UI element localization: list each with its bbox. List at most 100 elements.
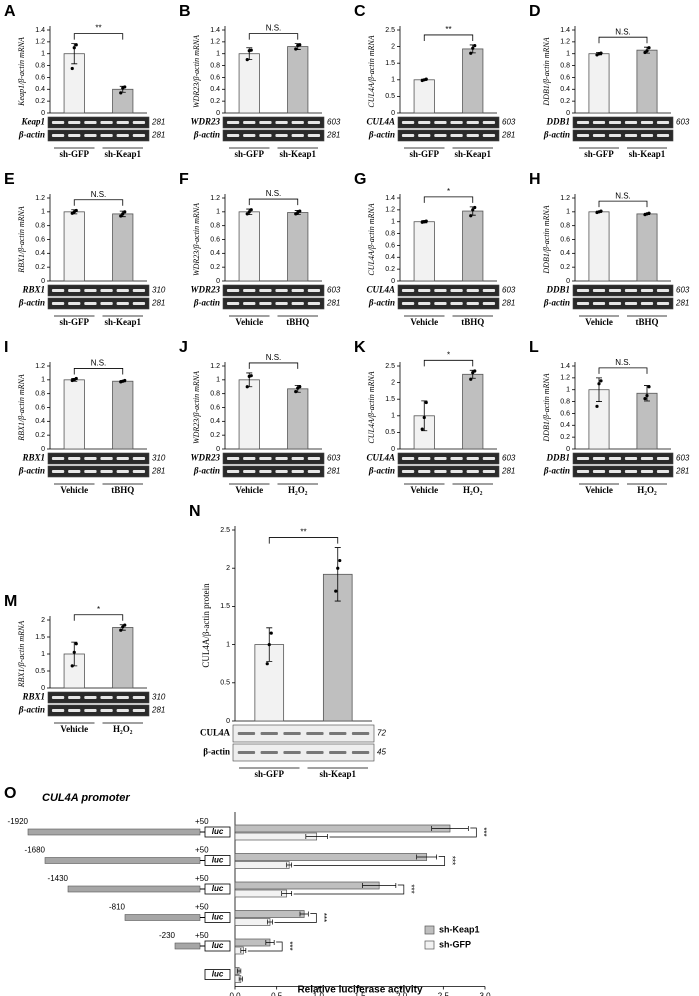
band xyxy=(226,289,240,292)
significance-label: N.S. xyxy=(615,191,631,200)
data-point xyxy=(599,379,603,383)
band xyxy=(132,289,146,292)
band xyxy=(291,289,304,292)
data-point xyxy=(72,650,76,654)
gel xyxy=(222,452,325,465)
band xyxy=(624,134,638,137)
y-tick-label: 1.5 xyxy=(385,60,395,67)
bar xyxy=(588,53,610,114)
band xyxy=(401,134,415,137)
band xyxy=(401,121,415,124)
band xyxy=(116,121,129,124)
band xyxy=(259,302,272,305)
data-point xyxy=(249,208,253,212)
band xyxy=(100,121,113,124)
significance-label: *** xyxy=(479,827,488,836)
y-tick-label: 2 xyxy=(41,617,45,624)
panel-letter: H xyxy=(529,171,541,188)
category-label: sh-GFP xyxy=(59,317,89,327)
promoter-region xyxy=(44,857,201,864)
category-label: sh-Keap1 xyxy=(104,149,141,159)
band xyxy=(116,696,129,699)
y-tick-label: 0 xyxy=(566,278,570,285)
promoter-end: +50 xyxy=(195,903,209,912)
data-point xyxy=(245,385,249,389)
error-bar xyxy=(240,948,247,953)
y-axis-label: DDB1/β-actin mRNA xyxy=(542,37,551,106)
band xyxy=(259,470,272,473)
band xyxy=(260,751,278,754)
y-tick-label: 1.4 xyxy=(560,363,570,370)
band xyxy=(466,121,479,124)
significance-bracket xyxy=(598,367,648,374)
promoter-region xyxy=(174,942,201,950)
y-tick-label: 1.2 xyxy=(35,39,45,46)
band xyxy=(576,470,590,473)
category-label: tBHQ xyxy=(111,485,134,495)
significance-bracket xyxy=(247,941,283,952)
gel-size: 281 xyxy=(151,118,165,127)
band xyxy=(259,121,272,124)
band xyxy=(243,470,256,473)
band xyxy=(275,289,288,292)
band xyxy=(482,121,496,124)
band xyxy=(100,457,113,460)
y-axis-label: CUL4A/β-actin mRNA xyxy=(367,371,376,443)
gel-size: 603 xyxy=(502,286,516,295)
gel-label: β-actin xyxy=(368,466,395,476)
gel-label: β-actin xyxy=(543,466,570,476)
gel xyxy=(572,465,674,478)
significance-bracket xyxy=(423,359,474,367)
bar xyxy=(462,210,484,282)
bar xyxy=(234,918,271,926)
gel-size: 603 xyxy=(327,286,341,295)
gel-size: 281 xyxy=(501,467,515,476)
y-tick-label: 0 xyxy=(216,278,220,285)
y-tick-label: 0.4 xyxy=(210,418,220,425)
y-axis-label: DDB1/β-actin mRNA xyxy=(542,205,551,274)
band xyxy=(418,302,431,305)
band xyxy=(51,121,65,124)
gel-label: β-actin xyxy=(368,298,395,308)
panel-letter: L xyxy=(529,339,539,356)
band xyxy=(243,302,256,305)
gel-label: CUL4A xyxy=(366,453,395,463)
band xyxy=(283,751,301,754)
y-tick-label: 0.2 xyxy=(35,98,45,105)
band xyxy=(592,302,606,305)
band xyxy=(418,470,431,473)
significance-label: ** xyxy=(445,25,451,34)
bar xyxy=(287,212,309,282)
band xyxy=(466,457,479,460)
data-point xyxy=(422,415,426,420)
gel-size: 281 xyxy=(151,299,165,308)
data-point xyxy=(647,385,651,389)
band xyxy=(116,289,129,292)
data-point xyxy=(645,49,649,53)
band xyxy=(624,121,638,124)
category-label: sh-Keap1 xyxy=(319,769,356,779)
significance-label: *** xyxy=(319,913,328,922)
gel-size: 281 xyxy=(151,467,165,476)
y-tick-label: 0 xyxy=(391,110,395,117)
y-tick-label: 0 xyxy=(566,110,570,117)
band xyxy=(624,289,638,292)
promoter-end: +50 xyxy=(195,874,209,883)
data-point xyxy=(473,369,477,373)
data-point xyxy=(424,400,428,405)
band xyxy=(466,302,479,305)
band xyxy=(84,121,97,124)
category-label: Vehicle xyxy=(60,485,88,495)
panel-letter: G xyxy=(354,171,366,188)
bar xyxy=(234,938,271,947)
bar xyxy=(112,627,134,689)
significance-bracket xyxy=(274,913,317,923)
bar xyxy=(238,211,260,282)
band xyxy=(450,302,463,305)
y-tick-label: 0.8 xyxy=(560,223,570,230)
data-point xyxy=(643,397,647,401)
band xyxy=(482,302,496,305)
band xyxy=(656,121,670,124)
y-tick-label: 1 xyxy=(41,209,45,216)
significance-label: N.S. xyxy=(91,359,107,368)
